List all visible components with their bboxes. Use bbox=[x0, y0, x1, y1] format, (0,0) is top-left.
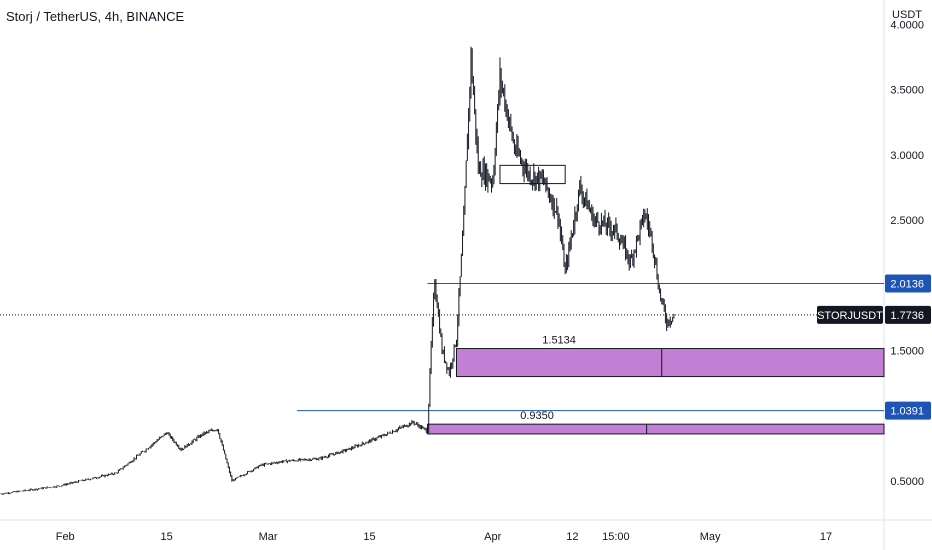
y-tick-label: 1.5000 bbox=[890, 345, 924, 357]
zone-box bbox=[455, 348, 885, 378]
x-tick-label: 15 bbox=[161, 531, 173, 543]
chart-title: Storj / TetherUS, 4h, BINANCE bbox=[6, 9, 185, 24]
horizontal-line-price: 2.0136 bbox=[890, 279, 924, 291]
price-unit-label: USDT bbox=[892, 9, 922, 21]
horizontal-line-tag bbox=[885, 274, 931, 293]
x-tick-label: 15:00 bbox=[602, 531, 630, 543]
x-tick-label: Apr bbox=[484, 531, 501, 543]
last-price-value: 1.7736 bbox=[890, 310, 924, 322]
y-tick-label: 3.5000 bbox=[890, 85, 924, 97]
x-tick-label: Mar bbox=[259, 531, 278, 543]
candles-group bbox=[0, 46, 675, 495]
last-price-tag bbox=[885, 305, 931, 324]
y-tick-label: 4.0000 bbox=[890, 20, 924, 32]
x-tick-label: 15 bbox=[363, 531, 375, 543]
x-tick-label: Feb bbox=[56, 531, 75, 543]
symbol-label: STORJUSDT bbox=[817, 310, 883, 322]
horizontal-line-price: 1.0391 bbox=[890, 406, 924, 418]
y-tick-label: 3.0000 bbox=[890, 150, 924, 162]
horizontal-line-tag bbox=[885, 401, 931, 420]
symbol-tag bbox=[817, 305, 883, 324]
zone-label: 1.5134 bbox=[542, 335, 576, 347]
x-tick-label: May bbox=[700, 531, 721, 543]
x-tick-label: 17 bbox=[820, 531, 832, 543]
y-tick-label: 2.5000 bbox=[890, 215, 924, 227]
zone-label: 0.9350 bbox=[520, 410, 554, 422]
y-tick-label: 0.5000 bbox=[890, 476, 924, 488]
x-tick-label: 12 bbox=[566, 531, 578, 543]
zone-box bbox=[427, 423, 885, 435]
